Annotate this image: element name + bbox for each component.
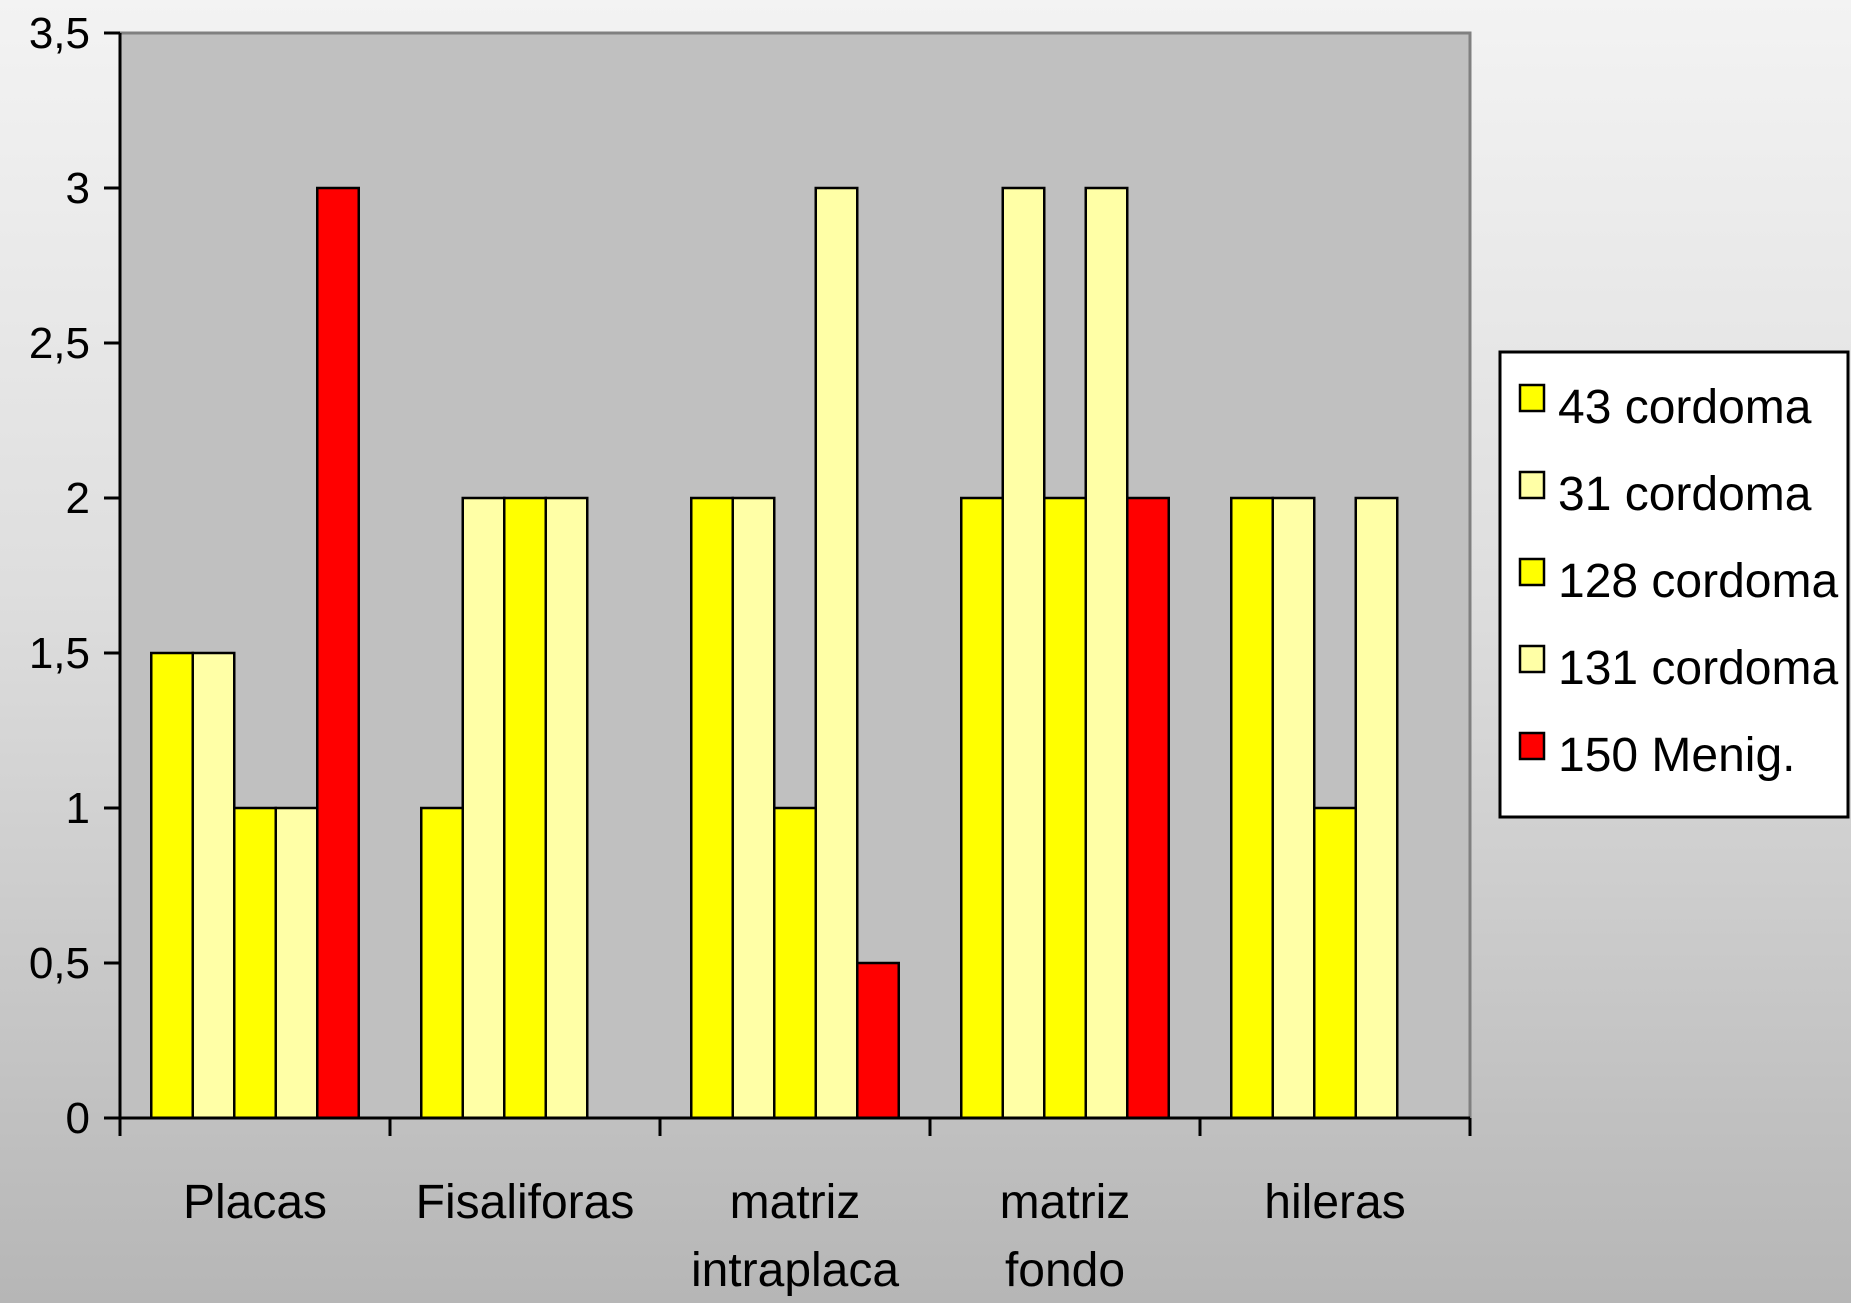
y-tick-label: 3 <box>66 164 90 213</box>
bar <box>1043 496 1087 1120</box>
y-tick-label: 0,5 <box>29 939 90 988</box>
bar <box>233 806 277 1120</box>
x-category-label-line: hileras <box>1264 1176 1405 1229</box>
bar <box>773 806 817 1120</box>
bar <box>1084 186 1129 1120</box>
y-tick-label: 3,5 <box>29 9 90 58</box>
legend-swatch <box>1518 557 1546 587</box>
bar <box>274 806 319 1120</box>
bar <box>731 496 776 1120</box>
legend-label: 128 cordoma <box>1558 555 1838 608</box>
y-tick-label: 2 <box>66 474 90 523</box>
bar <box>856 961 900 1120</box>
bar <box>420 806 464 1120</box>
bar <box>1313 806 1357 1120</box>
x-category-label: Fisaliforas <box>416 1176 635 1229</box>
bar <box>960 496 1004 1120</box>
bar <box>1354 496 1399 1120</box>
bar <box>191 651 236 1120</box>
x-category-label-line: Fisaliforas <box>416 1176 635 1229</box>
x-category-label-line: Placas <box>183 1176 327 1229</box>
legend-swatch <box>1518 383 1546 413</box>
y-tick-label: 0 <box>66 1094 90 1143</box>
y-axis: 0 0,5 1 1,5 2 2,5 3 3,5 <box>29 9 122 1143</box>
legend-swatch <box>1518 470 1546 500</box>
y-tick-label: 1,5 <box>29 629 90 678</box>
bar <box>316 186 360 1120</box>
bar <box>1126 496 1170 1120</box>
legend-swatch <box>1518 731 1546 761</box>
y-tick-label: 1 <box>66 784 90 833</box>
bar <box>1230 496 1274 1120</box>
bars-group <box>150 186 1399 1120</box>
legend-label: 131 cordoma <box>1558 642 1838 695</box>
bar <box>814 186 859 1120</box>
bar <box>503 496 547 1120</box>
y-tick-label: 2,5 <box>29 319 90 368</box>
bar <box>690 496 734 1120</box>
legend-label: 31 cordoma <box>1558 468 1812 521</box>
x-category-label-line: fondo <box>1005 1244 1125 1297</box>
x-category-label: hileras <box>1264 1176 1405 1229</box>
x-category-label: matriz intraplaca <box>691 1176 899 1297</box>
x-axis: Placas Fisaliforas matriz intraplaca matriz f… <box>118 1116 1472 1297</box>
legend-label: 150 Menig. <box>1558 729 1796 782</box>
bar <box>544 496 589 1120</box>
x-category-label-line: matriz <box>730 1176 861 1229</box>
x-category-label: Placas <box>183 1176 327 1229</box>
legend-swatch <box>1518 644 1546 674</box>
bar <box>150 651 194 1120</box>
x-category-label-line: matriz <box>1000 1176 1131 1229</box>
bar <box>1001 186 1046 1120</box>
x-category-label-line: intraplaca <box>691 1244 899 1297</box>
x-category-label: matriz fondo <box>1000 1176 1131 1297</box>
bar <box>1271 496 1316 1120</box>
legend-label: 43 cordoma <box>1558 381 1812 434</box>
legend-box <box>1498 350 1850 819</box>
bar <box>461 496 506 1120</box>
legend: 43 cordoma 31 cordoma 128 cordoma 131 cordo… <box>1498 350 1850 819</box>
